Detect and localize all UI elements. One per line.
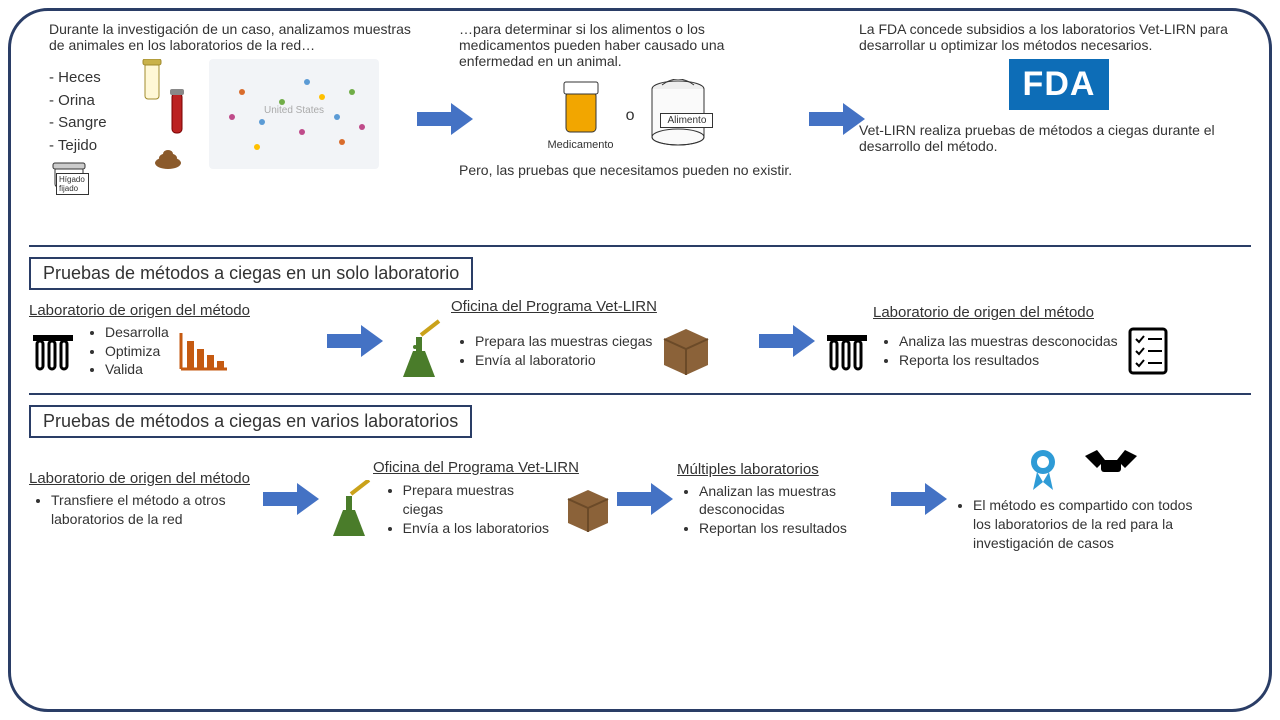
s2c2-title: Oficina del Programa Vet-LIRN: [373, 459, 613, 476]
s2c3-i0: Analizan las muestras desconocidas: [699, 482, 887, 520]
section2-header: Pruebas de métodos a ciegas en varios la…: [29, 405, 472, 438]
top-note-3: Vet-LIRN realiza pruebas de métodos a ci…: [859, 122, 1259, 154]
vial-icon: [139, 59, 165, 103]
box-icon: [563, 485, 613, 535]
map-dot: [334, 114, 340, 120]
s1c1-i0: Desarrolla: [105, 323, 169, 342]
infographic-frame: Durante la investigación de un caso, ana…: [8, 8, 1272, 712]
test-tubes-icon: [823, 327, 871, 375]
s1c2-title: Oficina del Programa Vet-LIRN: [451, 298, 751, 315]
s1c1-i2: Valida: [105, 360, 169, 379]
s1c2-i1: Envía al laboratorio: [475, 351, 652, 370]
divider: [29, 245, 1251, 247]
arrow-icon: [759, 325, 815, 357]
top-section: Durante la investigación de un caso, ana…: [29, 21, 1251, 241]
arrow-icon: [617, 483, 673, 515]
s2c1-list: Transfiere el método a otros laboratorio…: [29, 491, 259, 529]
map-dot: [239, 89, 245, 95]
bar-chart-icon: [175, 327, 231, 375]
jar-label: Hígado fijado: [56, 173, 89, 195]
top-col-1: Durante la investigación de un caso, ana…: [49, 21, 429, 189]
sample-orina: Orina: [49, 90, 129, 113]
s2c2-i0: Prepara muestras ciegas: [403, 481, 558, 519]
map-dot: [279, 99, 285, 105]
arrow-icon: [263, 483, 319, 515]
us-map: [209, 59, 379, 169]
handshake-icon: [1083, 446, 1139, 486]
s2c3-title: Múltiples laboratorios: [677, 461, 887, 478]
or-label: o: [626, 107, 635, 125]
test-tubes-icon: [29, 327, 77, 375]
sample-sangre: Sangre: [49, 112, 129, 135]
divider: [29, 393, 1251, 395]
map-dot: [339, 139, 345, 145]
ribbon-icon: [1023, 446, 1063, 492]
s2c1-title: Laboratorio de origen del método: [29, 470, 259, 487]
sample-tejido: Tejido: [49, 135, 129, 158]
map-dot: [259, 119, 265, 125]
s1c1-i1: Optimiza: [105, 342, 169, 361]
s1c2-list: Prepara las muestras ciegas Envía al lab…: [453, 332, 652, 370]
s2c2-list: Prepara muestras ciegas Envía a los labo…: [381, 481, 558, 538]
s1c3-i0: Analiza las muestras desconocidas: [899, 332, 1118, 351]
blood-tube-icon: [169, 89, 185, 141]
map-dot: [254, 144, 260, 150]
s2c3-list: Analizan las muestras desconocidas Repor…: [677, 482, 887, 539]
feces-icon: [153, 149, 183, 169]
s2c4-i0: El método es compartido con todos los la…: [973, 496, 1211, 553]
top-note-2: Pero, las pruebas que necesitamos pueden…: [459, 162, 799, 178]
section-single-lab: Pruebas de métodos a ciegas en un solo l…: [29, 251, 1251, 383]
top-text-2: …para determinar si los alimentos o los …: [459, 21, 799, 69]
arrow-icon: [327, 325, 383, 357]
s2c2-i1: Envía a los laboratorios: [403, 519, 558, 538]
sample-icons: [139, 59, 199, 189]
s2c3-i1: Reportan los resultados: [699, 519, 887, 538]
map-dot: [229, 114, 235, 120]
fda-logo: FDA: [1009, 59, 1110, 110]
top-col-2: …para determinar si los alimentos o los …: [459, 21, 799, 178]
s1c3-title: Laboratorio de origen del método: [873, 304, 1203, 321]
sample-heces: Heces: [49, 67, 129, 90]
s2c4-list: El método es compartido con todos los la…: [951, 496, 1211, 553]
s1c3-i1: Reporta los resultados: [899, 351, 1118, 370]
flask-dropper-icon: [323, 480, 375, 540]
map-dot: [359, 124, 365, 130]
section-multi-lab: Pruebas de métodos a ciegas en varios la…: [29, 399, 1251, 553]
map-dot: [349, 89, 355, 95]
s1c2-i0: Prepara las muestras ciegas: [475, 332, 652, 351]
s1c1-list: Desarrolla Optimiza Valida: [83, 323, 169, 380]
checklist-icon: [1124, 325, 1172, 377]
s2c1-i0: Transfiere el método a otros laboratorio…: [51, 491, 259, 529]
food-label: Alimento: [660, 113, 713, 128]
map-dot: [304, 79, 310, 85]
top-col-3: La FDA concede subsidios a los laborator…: [859, 21, 1259, 154]
s1c3-list: Analiza las muestras desconocidas Report…: [877, 332, 1118, 370]
map-dot: [299, 129, 305, 135]
flask-dropper-icon: [391, 319, 447, 383]
sample-list: Heces Orina Sangre Tejido: [49, 67, 129, 157]
box-icon: [658, 323, 714, 379]
top-text-1: Durante la investigación de un caso, ana…: [49, 21, 429, 53]
pill-bottle-icon: [560, 80, 602, 136]
s1c1-title: Laboratorio de origen del método: [29, 302, 319, 319]
arrow-icon: [891, 483, 947, 515]
med-label: Medicamento: [548, 139, 614, 151]
map-dot: [319, 94, 325, 100]
arrow-icon: [809, 103, 865, 135]
top-text-3: La FDA concede subsidios a los laborator…: [859, 21, 1259, 53]
section1-header: Pruebas de métodos a ciegas en un solo l…: [29, 257, 473, 290]
